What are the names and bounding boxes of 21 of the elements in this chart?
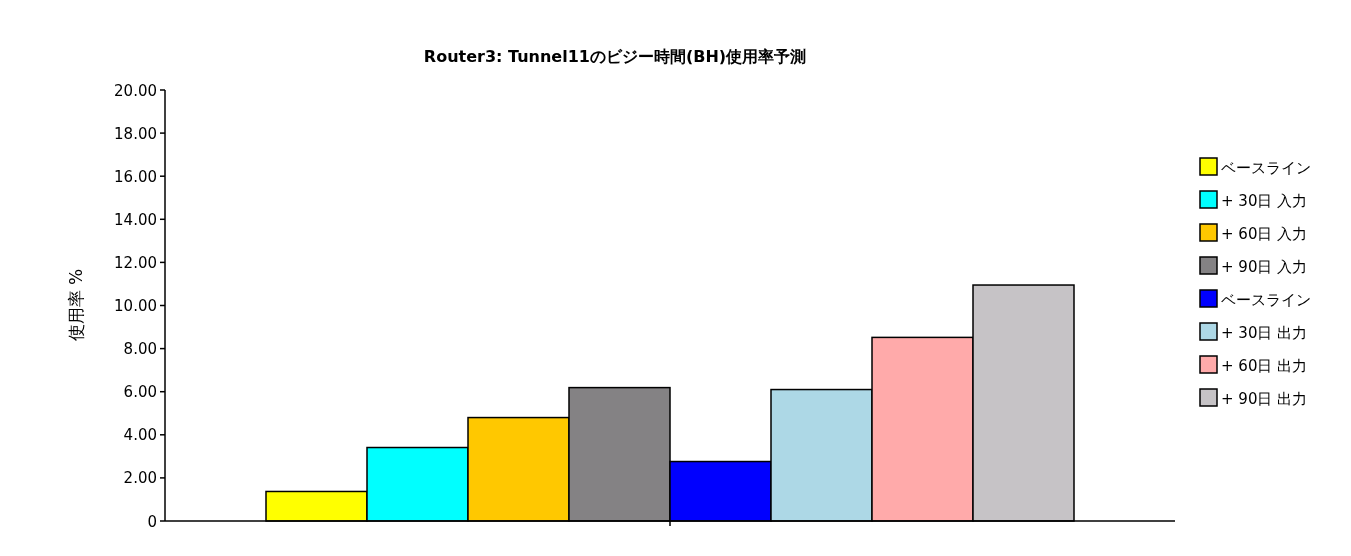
y-tick-label: 20.00 bbox=[114, 81, 157, 100]
y-tick-label: 4.00 bbox=[123, 426, 157, 445]
legend-label: + 90日 出力 bbox=[1221, 390, 1308, 408]
y-tick-label: 2.00 bbox=[123, 469, 157, 488]
y-tick-label: 16.00 bbox=[114, 167, 157, 186]
y-tick-label: 8.00 bbox=[123, 340, 157, 359]
legend-label: + 60日 出力 bbox=[1221, 357, 1308, 375]
y-tick-label: 10.00 bbox=[114, 297, 157, 315]
legend-label: + 30日 入力 bbox=[1221, 192, 1308, 210]
legend-label: + 90日 入力 bbox=[1221, 258, 1308, 276]
y-axis-title: 使用率 % bbox=[66, 268, 86, 342]
legend-label: + 60日 入力 bbox=[1221, 225, 1308, 243]
legend-label: ベースライン bbox=[1221, 159, 1311, 177]
legend-label: ベースライン bbox=[1221, 291, 1311, 309]
y-tick-label: 0 bbox=[147, 512, 157, 531]
y-tick-label: 12.00 bbox=[114, 253, 157, 272]
y-tick-label: 18.00 bbox=[114, 124, 157, 143]
chart-title: Router3: Tunnel11のビジー時間(BH)使用率予測 bbox=[423, 47, 807, 66]
y-tick-label: 6.00 bbox=[123, 383, 157, 402]
y-tick-label: 14.00 bbox=[114, 210, 157, 229]
legend-label: + 30日 出力 bbox=[1221, 324, 1308, 342]
